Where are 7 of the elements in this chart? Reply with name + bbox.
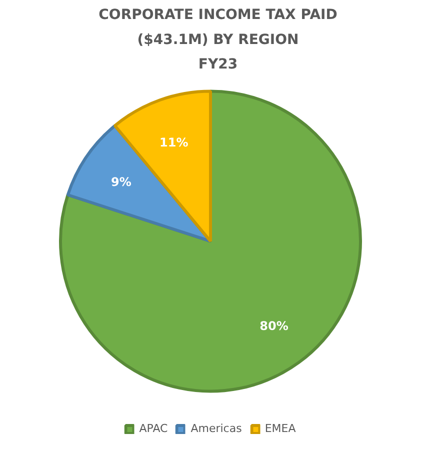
chart-title: CORPORATE INCOME TAX PAID ($43.1M) BY REGION FY23	[98, 7, 338, 73]
legend-label: APAC	[139, 422, 168, 435]
legend-label: EMEA	[264, 422, 296, 435]
data-label: 80%	[260, 319, 288, 334]
legend-label: Americas	[190, 422, 242, 435]
data-label: 11%	[160, 135, 188, 150]
data-label: 9%	[110, 175, 132, 190]
